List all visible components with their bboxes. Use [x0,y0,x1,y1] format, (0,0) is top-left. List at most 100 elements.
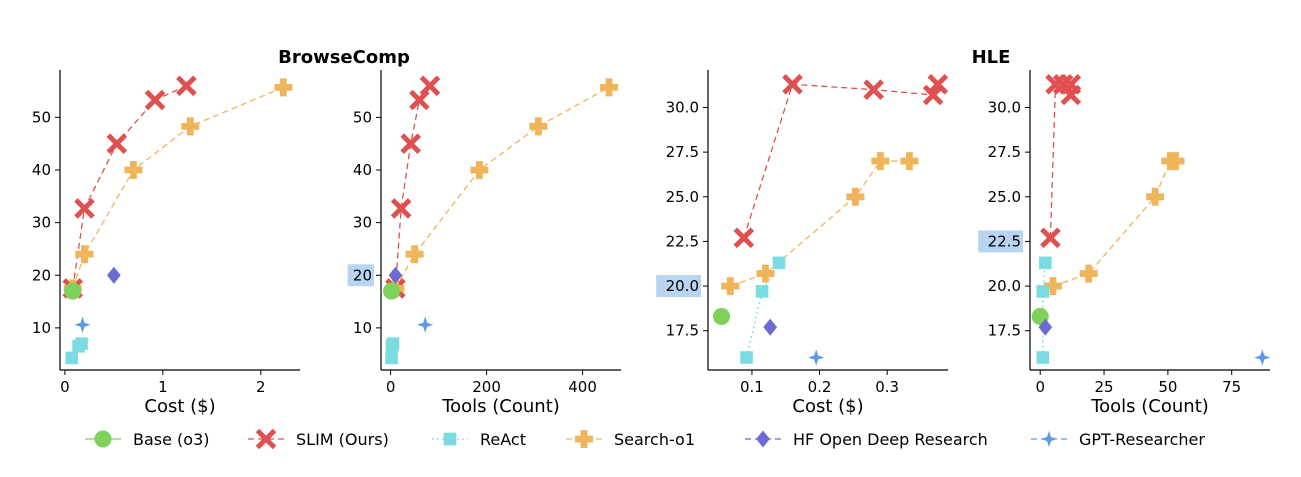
point-search [274,78,293,97]
point-hf [107,266,121,284]
y-tick-label: 30 [32,214,51,232]
point-slim [782,73,803,95]
point-slim [419,75,441,97]
point-search [756,264,775,283]
point-search [1079,264,1098,283]
point-search [871,152,890,171]
legend-item-gpt: GPT-Researcher [1031,430,1205,449]
y-tick-label: 20 [353,266,372,284]
x-axis-label: Tools (Count) [441,396,560,417]
point-slim [176,75,197,97]
point-search [529,117,548,136]
legend: Base (o3) SLIM (Ours) ReAct Search-o1 HF Ope… [85,428,1205,450]
point-base [64,282,82,300]
series-line-search [730,160,910,287]
legend-marker-slim [255,428,277,450]
x-tick-label: 0.3 [875,378,899,396]
legend-label: ReAct [480,430,526,449]
point-hf [388,266,403,284]
point-slim [106,133,128,154]
point-search [1043,277,1062,296]
y-tick-label: 10 [32,319,51,337]
legend-marker-gpt [1040,430,1058,448]
x-tick-label: 0 [386,378,396,396]
x-tick-label: 2 [256,378,266,396]
y-tick-label: 20 [32,266,51,284]
x-tick-label: 200 [472,378,501,396]
x-tick-label: 50 [1158,378,1177,396]
point-slim [400,133,422,154]
point-gpt [74,316,91,333]
x-tick-label: 0 [1035,378,1045,396]
y-tick-label: 30.0 [988,99,1021,117]
point-slim [1060,73,1082,95]
legend-marker-base [94,430,112,448]
y-tick-label: 25.0 [988,188,1021,206]
x-tick-label: 0 [60,378,70,396]
series-line-search [394,86,610,289]
point-search [470,161,489,179]
point-react [75,337,88,350]
series-line-search [72,86,284,289]
legend-marker-react [443,432,457,446]
point-slim [390,198,412,219]
point-react [1036,351,1050,364]
y-tick-label: 17.5 [666,322,699,340]
point-search [600,78,618,97]
x-axis-label: Cost ($) [144,396,215,417]
legend-item-hf: HF Open Deep Research [745,430,988,449]
legend-marker-search [575,430,593,448]
ytick-highlight [978,230,1023,253]
ytick-highlight [347,264,374,287]
point-react [740,351,753,364]
point-react [385,351,398,365]
x-axis-label: Tools (Count) [1090,396,1209,417]
point-slim [144,89,166,111]
chart-bc-tools: 10 20 30 40 50 0 200 400 Tools (Count) [347,70,621,417]
legend-label: Base (o3) [133,430,210,449]
y-tick-label: 40 [353,161,372,179]
charts-group: 10 20 30 40 50 0 1 2 Cost ($) 10 20 30 40 50 0 200 400 To… [32,70,1271,417]
point-react [772,256,786,270]
point-search [75,245,94,264]
x-tick-label: 0.2 [808,378,832,396]
point-react [65,351,79,365]
y-tick-label: 22.5 [988,232,1021,250]
legend-label: SLIM (Ours) [296,430,389,449]
y-tick-label: 25.0 [666,188,699,206]
x-tick-label: 75 [1222,378,1241,396]
point-search [181,117,200,136]
y-tick-label: 10 [353,319,372,337]
chart-hle-tools: 17.5 20.0 22.5 25.0 27.5 30.0 0 25 50 75 Tools (Co… [978,70,1271,417]
x-tick-label: 0.1 [740,378,764,396]
point-react [1039,256,1052,270]
point-react [1036,285,1050,298]
x-tick-label: 1 [158,378,168,396]
point-search [721,277,740,296]
point-slim [1045,73,1066,95]
point-search [124,161,143,179]
legend-item-slim: SLIM (Ours) [248,428,389,450]
point-slim [733,227,755,249]
series-line-slim [1049,83,1072,238]
point-react [386,337,400,350]
point-slim [409,89,430,111]
chart-bc-cost: 10 20 30 40 50 0 1 2 Cost ($) [32,70,300,417]
ytick-highlight [656,275,701,298]
legend-label: GPT-Researcher [1079,430,1205,449]
y-tick-label: 50 [32,108,51,126]
title-hle: HLE [972,47,1011,68]
legend-item-react: ReAct [432,430,526,449]
point-slim [1040,227,1061,249]
point-base [383,282,401,300]
point-search [900,152,919,171]
chart-hle-cost: 17.5 20.0 22.5 25.0 27.5 30.0 0.1 0.2 0.3 Cost ($… [656,70,949,417]
y-tick-label: 30 [353,214,372,232]
x-tick-label: 400 [568,378,597,396]
legend-item-base: Base (o3) [85,430,210,449]
series-line-slim [72,85,187,289]
legend-item-search: Search-o1 [566,430,695,449]
x-tick-label: 25 [1094,378,1113,396]
point-slim [927,73,949,95]
